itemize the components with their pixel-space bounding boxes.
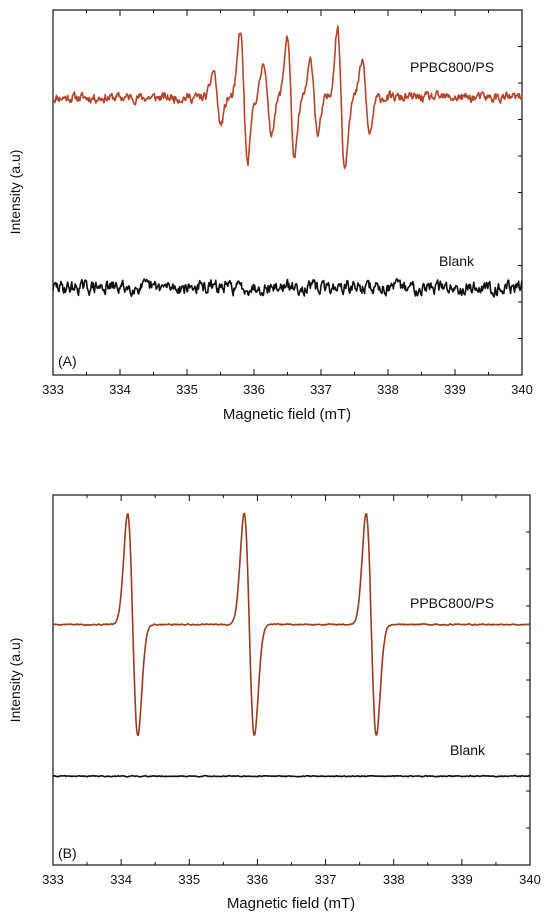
panel-a-y-axis-title: Intensity (a.u) (7, 150, 23, 235)
panel-b-x-axis-title: Magnetic field (mT) (227, 895, 355, 912)
panel-a-x-ticks (52, 10, 523, 375)
panel-a-series-line-ppbc800-ps (52, 25, 523, 170)
panel-b-x-tick-label: 334 (110, 872, 132, 887)
panel-b-series-label-ppbc800-ps: PPBC800/PS (410, 595, 494, 611)
panel-b-series (52, 512, 531, 778)
panel-b-x-tick-label: 333 (42, 872, 64, 887)
panel-a-series (52, 25, 523, 298)
panel-a-x-tick-label: 339 (444, 382, 466, 397)
panel-b-series-line-blank (52, 774, 531, 778)
panel-a-x-tick-label: 340 (511, 382, 533, 397)
panel-b-x-tick-label: 336 (247, 872, 269, 887)
panel-a-x-tick-label: 337 (310, 382, 332, 397)
panel-b-y-axis-title: Intensity (a.u) (7, 638, 23, 723)
panel-a-x-tick-label: 333 (42, 382, 64, 397)
panel-b-label: (B) (58, 845, 77, 861)
panel-b-x-ticks (52, 495, 531, 865)
panel-a-x-tick-label: 338 (377, 382, 399, 397)
panel-a-x-tick-label: 334 (109, 382, 131, 397)
panel-b-x-tick-label: 337 (315, 872, 337, 887)
panel-b-x-tick-label: 339 (451, 872, 473, 887)
panel-a-x-tick-label: 336 (243, 382, 265, 397)
panel-a-series-label-ppbc800-ps: PPBC800/PS (410, 59, 494, 75)
panel-a-chart: 333 334 335 336 337 338 339 340 PPBC800/PS Blan… (7, 9, 533, 423)
panel-a-series-label-blank: Blank (439, 253, 475, 269)
panel-b-x-tick-label: 338 (383, 872, 405, 887)
panel-b-x-tick-labels: 333 334 335 336 337 338 339 340 (42, 872, 541, 887)
panel-b-chart: 333 334 335 336 337 338 339 340 PPBC800/PS Blan… (7, 494, 541, 912)
panel-a-x-tick-labels: 333 334 335 336 337 338 339 340 (42, 382, 533, 397)
panel-a-x-axis-title: Magnetic field (mT) (223, 406, 351, 423)
panel-a-series-line-blank (52, 277, 523, 298)
panel-b-series-line-ppbc800-ps (52, 512, 531, 737)
panel-a-label: (A) (58, 353, 77, 369)
panel-b-x-tick-label: 335 (178, 872, 200, 887)
panel-b-x-tick-label: 340 (519, 872, 541, 887)
panel-b-series-label-blank: Blank (450, 742, 486, 758)
panel-a-x-tick-label: 335 (176, 382, 198, 397)
